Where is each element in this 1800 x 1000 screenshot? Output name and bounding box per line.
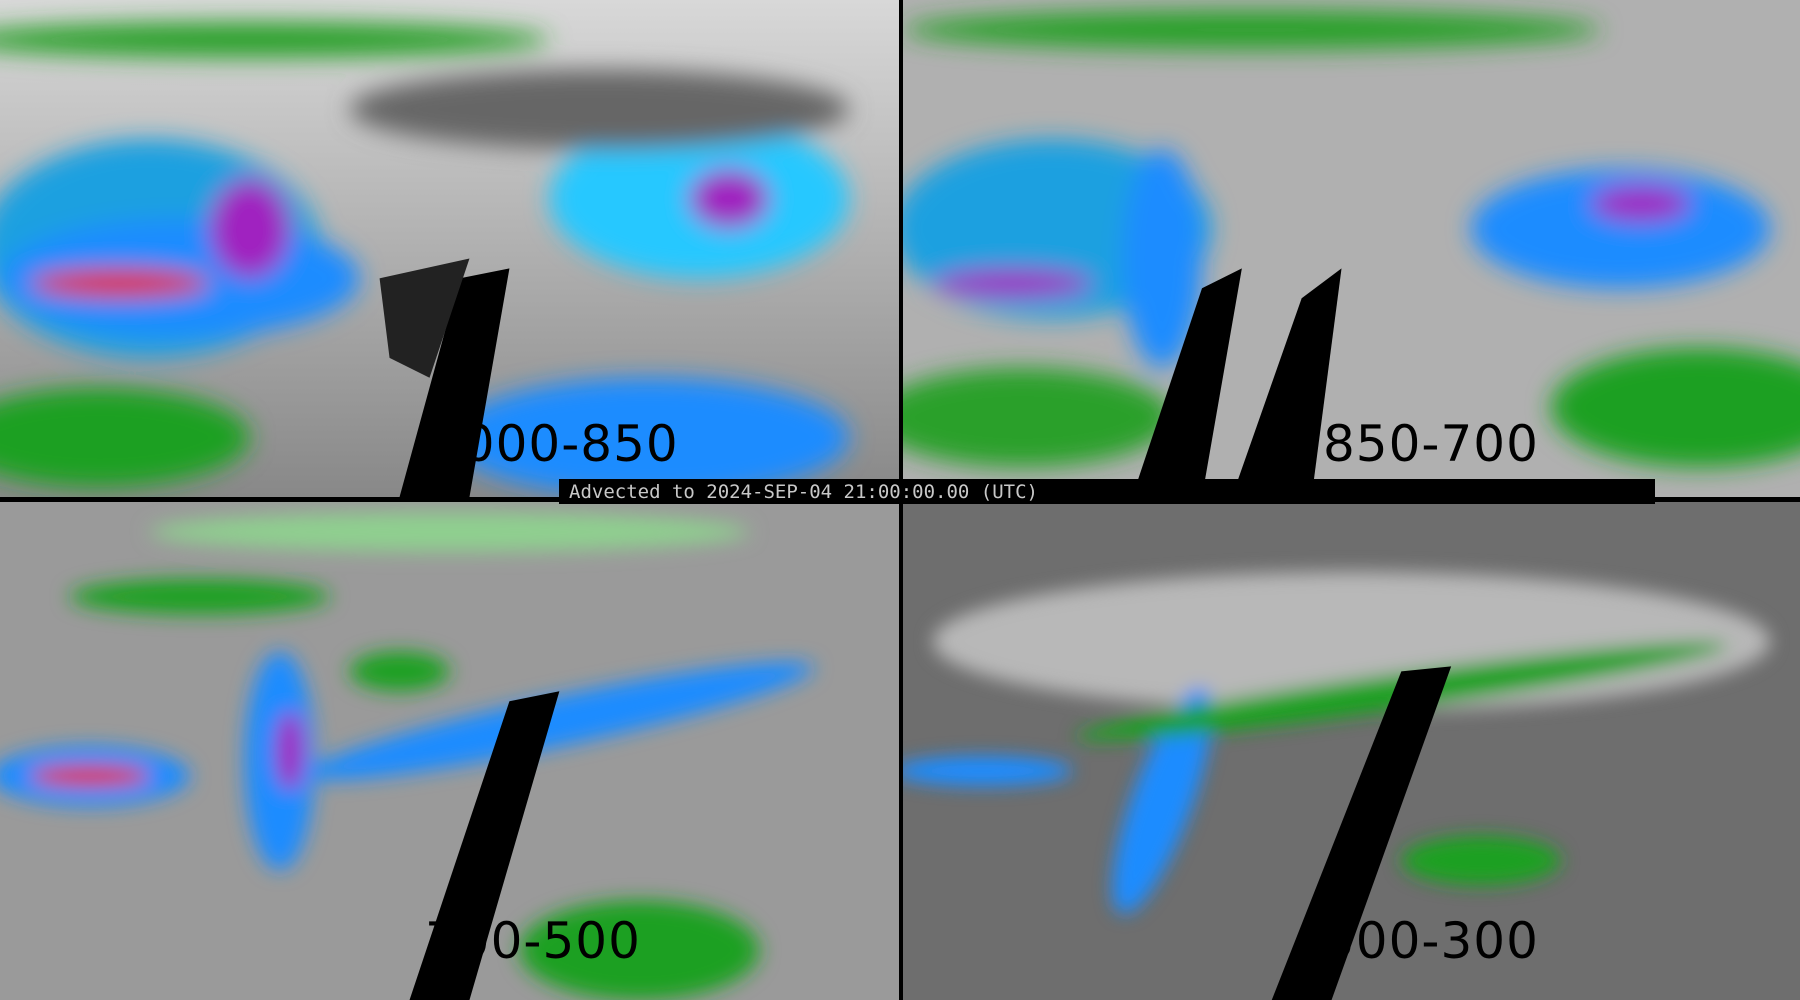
panel-700-500: 700-500	[0, 502, 899, 1000]
panel-1000-850: 1000-850	[0, 0, 899, 497]
water-vapor-map	[903, 502, 1800, 1000]
layer-label: 700-500	[425, 912, 641, 970]
panel-850-700: 850-700	[903, 0, 1800, 497]
water-vapor-map	[0, 502, 899, 1000]
timestamp-text: Advected to 2024-SEP-04 21:00:00.00 (UTC…	[569, 481, 1038, 503]
layer-label: 1000-850	[430, 415, 679, 473]
panel-500-300: 500-300	[903, 502, 1800, 1000]
layer-label: 500-300	[1323, 912, 1539, 970]
layer-label: 850-700	[1323, 415, 1539, 473]
water-vapor-map	[903, 0, 1800, 497]
timestamp-bar: Advected to 2024-SEP-04 21:00:00.00 (UTC…	[559, 479, 1655, 504]
water-vapor-map	[0, 0, 899, 497]
